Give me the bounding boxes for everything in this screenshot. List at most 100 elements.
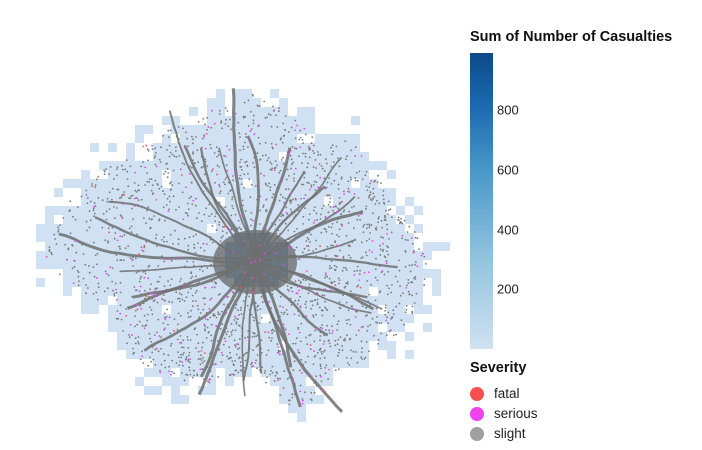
accident-point <box>279 333 282 335</box>
accident-point <box>224 206 227 209</box>
accident-point <box>124 247 127 250</box>
accident-point <box>256 354 259 356</box>
heatmap-cell <box>180 197 189 206</box>
accident-point <box>251 361 253 364</box>
accident-point <box>168 365 170 368</box>
accident-point <box>133 305 136 307</box>
accident-point <box>363 271 366 274</box>
accident-point <box>168 258 170 260</box>
heatmap-cell <box>315 395 324 404</box>
accident-point <box>355 334 358 336</box>
accident-point <box>206 165 209 168</box>
accident-point <box>224 295 226 298</box>
accident-point <box>331 144 334 147</box>
accident-point <box>209 311 212 314</box>
heatmap-cell <box>306 323 315 332</box>
heatmap-cell <box>126 260 135 269</box>
heatmap-cell <box>243 107 252 116</box>
heatmap-cell <box>360 161 369 170</box>
heatmap-cell <box>342 305 351 314</box>
heatmap-cell <box>261 359 270 368</box>
heatmap-cell <box>225 323 234 332</box>
heatmap-cell <box>396 233 405 242</box>
accident-point <box>226 305 228 308</box>
heatmap-cell <box>279 368 288 377</box>
heatmap-cell <box>396 242 405 251</box>
heatmap-cell <box>153 305 162 314</box>
accident-point <box>269 235 272 238</box>
accident-point <box>319 374 322 377</box>
heatmap-cell <box>81 251 90 260</box>
accident-point <box>348 241 350 244</box>
accident-point <box>279 193 282 196</box>
accident-point <box>298 314 300 317</box>
heatmap-cell <box>252 170 261 179</box>
accident-point <box>357 197 360 199</box>
accident-point <box>151 313 154 316</box>
accident-point <box>307 292 310 295</box>
accident-point <box>322 350 325 353</box>
heatmap-cell <box>351 215 360 224</box>
heatmap-cell <box>171 170 180 179</box>
heatmap-cell <box>234 170 243 179</box>
accident-point <box>344 214 347 217</box>
accident-point <box>288 376 291 379</box>
accident-point <box>154 363 157 366</box>
heatmap-cell <box>207 251 216 260</box>
accident-point <box>245 247 247 249</box>
accident-point <box>181 372 183 374</box>
accident-point <box>263 100 266 103</box>
accident-point <box>125 308 127 310</box>
accident-point <box>143 246 146 249</box>
accident-point <box>221 323 224 326</box>
accident-point <box>380 271 383 274</box>
accident-point <box>289 154 292 157</box>
accident-point <box>129 165 132 168</box>
accident-point <box>191 376 194 379</box>
accident-point <box>87 287 89 289</box>
accident-point <box>310 391 313 394</box>
accident-point <box>259 223 261 225</box>
accident-point <box>186 336 189 338</box>
accident-point <box>119 235 122 238</box>
accident-point <box>153 215 156 218</box>
accident-point <box>85 284 87 286</box>
accident-point <box>45 255 48 258</box>
heatmap-cell <box>378 197 387 206</box>
accident-point <box>368 226 371 229</box>
heatmap-cell <box>225 188 234 197</box>
heatmap-cell <box>90 224 99 233</box>
accident-point <box>188 197 191 200</box>
accident-point <box>361 347 363 350</box>
accident-point <box>324 274 327 277</box>
accident-point <box>225 164 228 167</box>
accident-point <box>179 300 181 303</box>
accident-point <box>223 248 225 251</box>
accident-point <box>232 234 235 237</box>
accident-point <box>111 226 114 229</box>
accident-point <box>304 361 307 364</box>
accident-point <box>144 272 147 275</box>
accident-point <box>325 230 328 233</box>
accident-point <box>183 145 186 147</box>
accident-point <box>261 366 263 368</box>
accident-point <box>123 191 125 193</box>
accident-point <box>266 216 269 219</box>
accident-point <box>223 154 226 157</box>
accident-point <box>319 153 322 156</box>
accident-point <box>310 398 312 401</box>
heatmap-cell <box>369 233 378 242</box>
accident-point <box>292 354 294 357</box>
accident-point <box>354 146 357 149</box>
accident-point <box>298 331 301 334</box>
heatmap-cell <box>72 278 81 287</box>
accident-point <box>354 213 357 215</box>
accident-point <box>171 184 174 187</box>
accident-point <box>255 345 258 348</box>
accident-point <box>247 125 250 127</box>
accident-point <box>282 135 285 138</box>
accident-point <box>399 285 401 288</box>
accident-point <box>336 343 339 346</box>
accident-point <box>175 156 178 158</box>
accident-point <box>226 355 229 358</box>
